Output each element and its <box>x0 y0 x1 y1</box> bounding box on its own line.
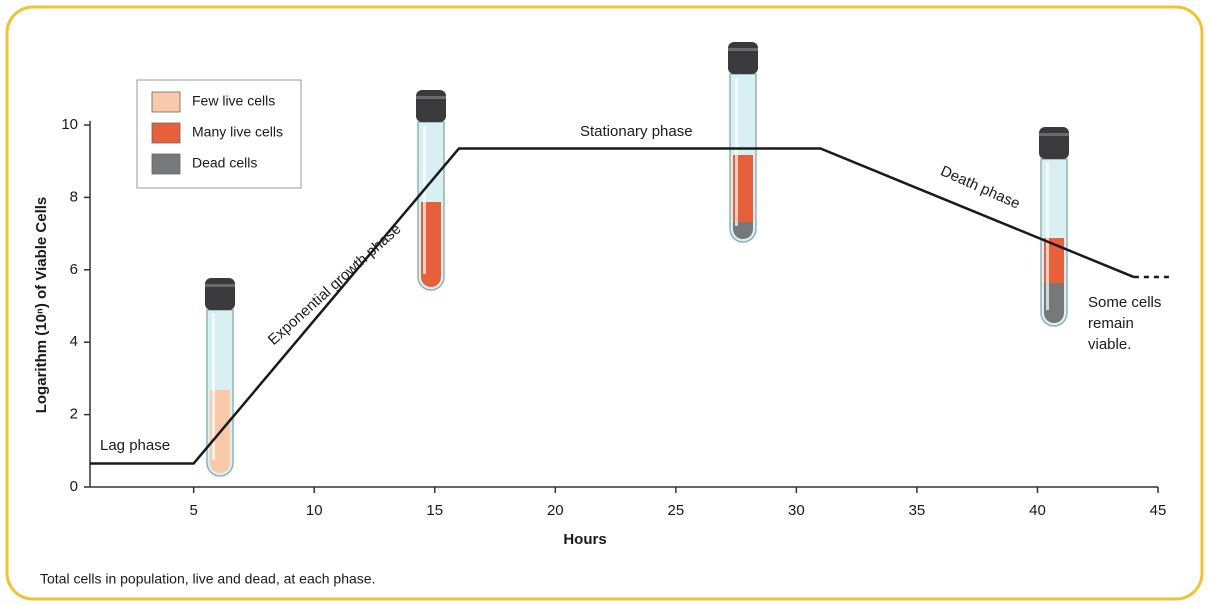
y-axis-label: Logarithm (10ⁿ) of Viable Cells <box>33 197 50 414</box>
tube-cap-rim <box>728 48 758 51</box>
x-tick-label: 40 <box>1029 502 1046 519</box>
tube-cap <box>416 90 446 122</box>
y-tick-label: 2 <box>70 406 78 423</box>
x-tick-label: 5 <box>189 502 197 519</box>
tube-highlight <box>423 126 426 274</box>
annotation: Stationary phase <box>580 123 693 140</box>
x-axis-label: Hours <box>563 531 606 548</box>
x-tick-label: 20 <box>547 502 564 519</box>
x-tick-label: 35 <box>909 502 926 519</box>
annotation: viable. <box>1088 336 1131 353</box>
tube-cap <box>1039 127 1069 159</box>
chart: Hours Logarithm (10ⁿ) of Viable Cells To… <box>0 0 1210 605</box>
legend-label: Many live cells <box>192 124 283 140</box>
legend-swatch <box>152 123 180 143</box>
test-tube <box>728 42 758 242</box>
y-tick-label: 10 <box>61 116 78 133</box>
x-tick-label: 45 <box>1150 502 1167 519</box>
tube-cap-rim <box>416 96 446 99</box>
annotation: remain <box>1088 315 1134 332</box>
y-tick-label: 0 <box>70 478 78 495</box>
tube-cap <box>728 42 758 74</box>
y-tick-label: 8 <box>70 188 78 205</box>
legend-label: Dead cells <box>192 155 257 171</box>
annotation: Lag phase <box>100 437 170 454</box>
tube-cap-rim <box>205 284 235 287</box>
legend-swatch <box>152 92 180 112</box>
tube-cap <box>205 278 235 310</box>
x-tick-label: 15 <box>426 502 443 519</box>
x-tick-label: 25 <box>667 502 684 519</box>
y-tick-label: 6 <box>70 261 78 278</box>
footnote: Total cells in population, live and dead… <box>40 571 375 587</box>
legend-swatch <box>152 154 180 174</box>
tube-highlight <box>1046 163 1049 310</box>
test-tube <box>416 90 446 290</box>
x-tick-label: 10 <box>306 502 323 519</box>
x-tick-label: 30 <box>788 502 805 519</box>
tube-cap-rim <box>1039 133 1069 136</box>
legend-label: Few live cells <box>192 93 275 109</box>
annotation: Some cells <box>1088 294 1161 311</box>
y-tick-label: 4 <box>70 333 78 350</box>
tube-highlight <box>735 78 738 226</box>
test-tube <box>1039 127 1069 326</box>
